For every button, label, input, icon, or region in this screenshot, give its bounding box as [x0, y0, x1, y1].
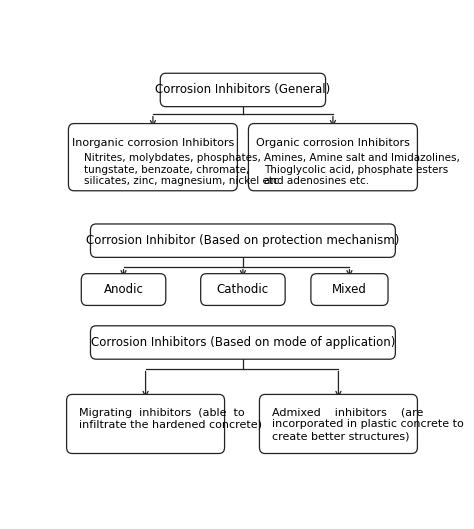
FancyBboxPatch shape	[248, 124, 418, 191]
Text: Migrating  inhibitors  (able  to
infiltrate the hardened concrete): Migrating inhibitors (able to infiltrate…	[79, 408, 262, 430]
FancyBboxPatch shape	[201, 273, 285, 305]
FancyBboxPatch shape	[259, 395, 418, 453]
Text: Anodic: Anodic	[104, 283, 144, 296]
FancyBboxPatch shape	[91, 224, 395, 258]
FancyBboxPatch shape	[311, 273, 388, 305]
Text: Corrosion Inhibitors (General): Corrosion Inhibitors (General)	[155, 84, 330, 96]
Text: Amines, Amine salt and Imidazolines,
Thioglycolic acid, phosphate esters
and ade: Amines, Amine salt and Imidazolines, Thi…	[264, 153, 460, 186]
Text: Organic corrosion Inhibitors: Organic corrosion Inhibitors	[256, 138, 410, 148]
Text: Corrosion Inhibitor (Based on protection mechanism): Corrosion Inhibitor (Based on protection…	[86, 234, 400, 247]
Text: Corrosion Inhibitors (Based on mode of application): Corrosion Inhibitors (Based on mode of a…	[91, 336, 395, 349]
Text: Nitrites, molybdates, phosphates,
tungstate, benzoate, chromate,
silicates, zinc: Nitrites, molybdates, phosphates, tungst…	[84, 153, 282, 186]
Text: Admixed    inhibitors    (are
incorporated in plastic concrete to
create better : Admixed inhibitors (are incorporated in …	[272, 408, 463, 441]
Text: Cathodic: Cathodic	[217, 283, 269, 296]
FancyBboxPatch shape	[91, 326, 395, 359]
FancyBboxPatch shape	[82, 273, 166, 305]
FancyBboxPatch shape	[68, 124, 237, 191]
Text: Inorganic corrosion Inhibitors: Inorganic corrosion Inhibitors	[72, 138, 234, 148]
FancyBboxPatch shape	[160, 73, 326, 107]
FancyBboxPatch shape	[66, 395, 225, 453]
Text: Mixed: Mixed	[332, 283, 367, 296]
